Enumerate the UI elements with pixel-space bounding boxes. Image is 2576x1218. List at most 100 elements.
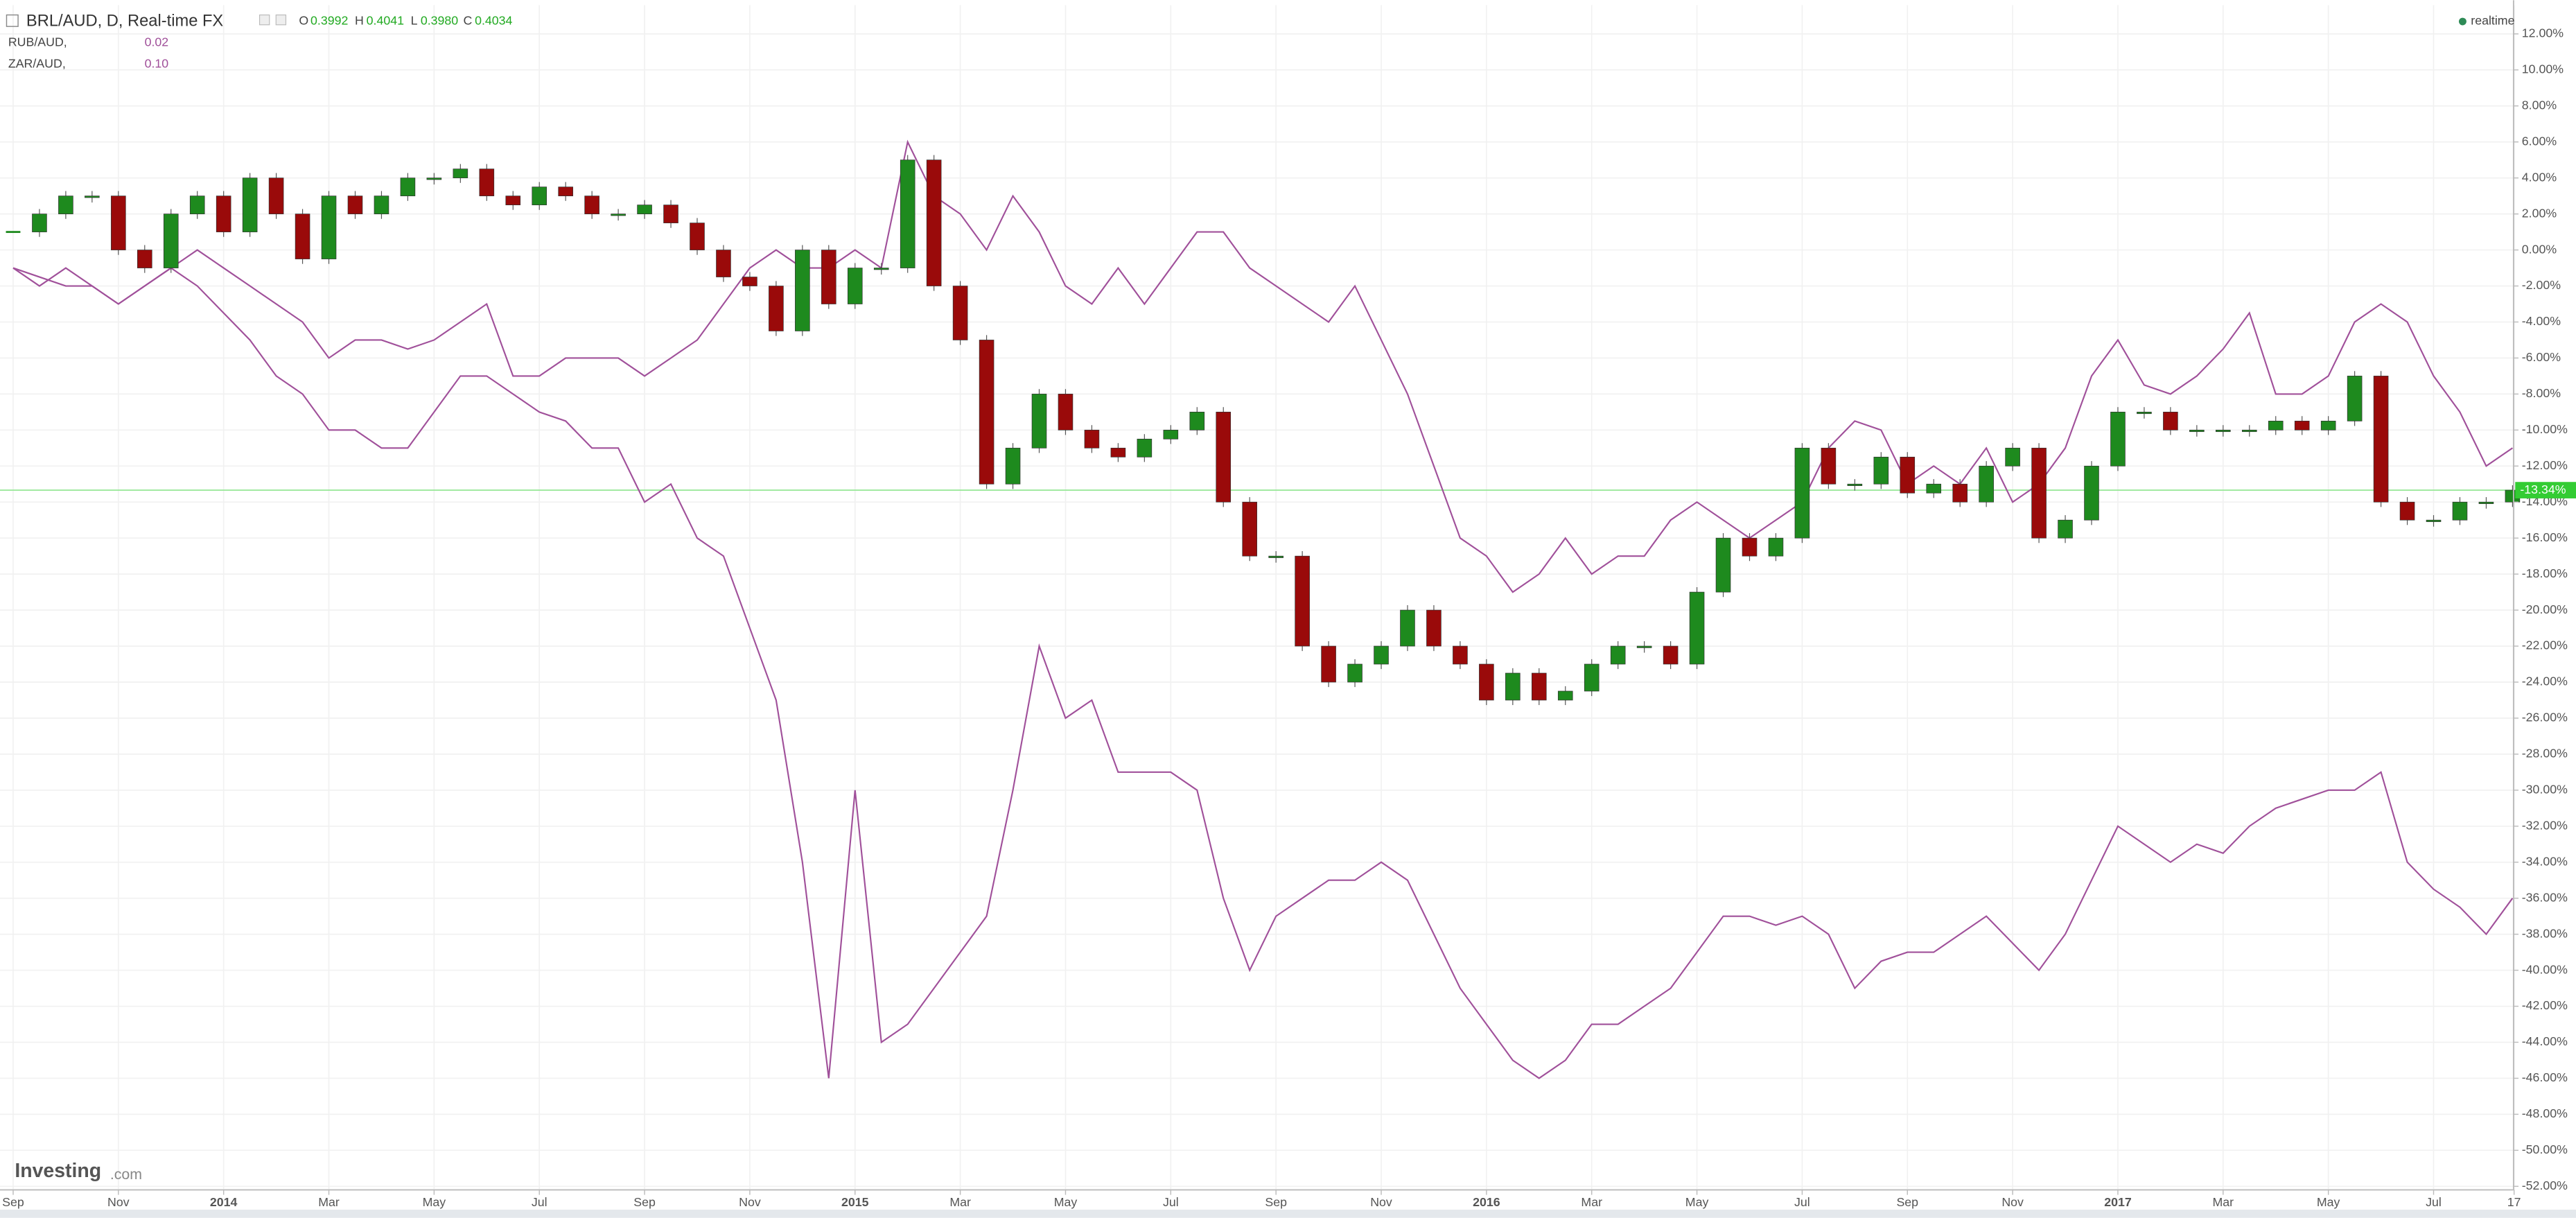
candle-body xyxy=(163,214,179,268)
x-tick-label: Nov xyxy=(107,1195,130,1209)
y-tick-label: -28.00% xyxy=(2522,747,2568,760)
candle-body xyxy=(2347,376,2363,421)
candle-body xyxy=(1347,663,1363,683)
candle-body xyxy=(1084,429,1100,449)
y-tick-label: -46.00% xyxy=(2522,1070,2568,1084)
candle-body xyxy=(2137,412,2152,415)
candle-body xyxy=(6,231,21,234)
candle-body xyxy=(584,195,599,214)
y-tick-label: -32.00% xyxy=(2522,818,2568,832)
x-tick-label: 17 xyxy=(2507,1195,2521,1209)
candle-body xyxy=(295,214,310,259)
x-tick-label: May xyxy=(423,1195,446,1209)
ohlc-label: C xyxy=(463,14,472,28)
candle-body xyxy=(663,205,678,223)
x-tick-label: Nov xyxy=(2001,1195,2024,1209)
candle-body xyxy=(637,205,652,214)
candle-body xyxy=(374,195,389,214)
x-tick-label: Sep xyxy=(633,1195,656,1209)
candle-body xyxy=(1163,429,1179,440)
x-tick-label: 2015 xyxy=(841,1195,869,1209)
y-tick-label: -36.00% xyxy=(2522,890,2568,904)
x-tick-label: Nov xyxy=(1370,1195,1392,1209)
candle-body xyxy=(1873,456,1889,485)
candle-body xyxy=(2399,501,2415,521)
candle-body xyxy=(900,159,915,268)
candle-body xyxy=(1005,447,1021,485)
candle-body xyxy=(558,186,573,197)
candle-body xyxy=(1847,483,1863,486)
plot xyxy=(6,139,2521,1079)
collapse-icon[interactable] xyxy=(6,14,19,27)
candle-body xyxy=(479,168,495,197)
y-tick-label: -2.00% xyxy=(2522,278,2561,292)
candle-body xyxy=(1295,555,1310,647)
y-tick-label: -34.00% xyxy=(2522,854,2568,868)
x-tick-label: Sep xyxy=(2,1195,24,1209)
y-tick-label: 12.00% xyxy=(2522,26,2564,40)
settings-icon[interactable] xyxy=(259,14,270,26)
candle-body xyxy=(1742,537,1758,557)
candle-body xyxy=(1821,447,1837,485)
x-tick-label: Mar xyxy=(949,1195,971,1209)
y-tick-label: -20.00% xyxy=(2522,602,2568,616)
y-tick-label: 2.00% xyxy=(2522,206,2557,220)
y-tick-label: -12.00% xyxy=(2522,458,2568,472)
status-text: realtime xyxy=(2471,14,2514,28)
candle-body xyxy=(1505,672,1521,701)
ohlc-label: H xyxy=(355,14,364,28)
candle-body xyxy=(2320,420,2336,430)
x-tick-label: Sep xyxy=(1265,1195,1287,1209)
y-tick-label: -52.00% xyxy=(2522,1178,2568,1192)
candle-body xyxy=(111,195,126,250)
candle-body xyxy=(2005,447,2020,467)
candle-body xyxy=(2268,420,2284,430)
candle-body xyxy=(1189,412,1205,430)
candle-body xyxy=(821,250,836,304)
candle-body xyxy=(1610,645,1626,665)
candle-body xyxy=(873,268,889,270)
ohlc-value: 0.3980 xyxy=(421,14,458,28)
x-tick-label: Sep xyxy=(1896,1195,1918,1209)
y-tick-label: -44.00% xyxy=(2522,1034,2568,1048)
y-tick-label: -48.00% xyxy=(2522,1106,2568,1120)
y-tick-label: -16.00% xyxy=(2522,530,2568,544)
candle-body xyxy=(1952,483,1968,503)
candle-body xyxy=(2163,412,2178,430)
candle-body xyxy=(795,250,810,331)
candle-body xyxy=(1584,663,1600,692)
legend-name: RUB/AUD, xyxy=(8,35,67,49)
x-tick-label: May xyxy=(1054,1195,1078,1209)
y-tick-label: -18.00% xyxy=(2522,566,2568,580)
candle-body xyxy=(1715,537,1731,593)
y-tick-label: -26.00% xyxy=(2522,711,2568,724)
y-tick-label: -42.00% xyxy=(2522,998,2568,1012)
y-tick-label: 0.00% xyxy=(2522,242,2557,256)
y-tick-label: 4.00% xyxy=(2522,170,2557,184)
status-dot xyxy=(2458,17,2467,26)
last-price-label: -13.34% xyxy=(2520,482,2566,496)
candle-body xyxy=(1663,645,1679,665)
legend-name: ZAR/AUD, xyxy=(8,56,66,70)
series-line xyxy=(12,139,2514,593)
y-tick-label: -50.00% xyxy=(2522,1142,2568,1156)
x-tick-label: 2014 xyxy=(210,1195,238,1209)
candle-body xyxy=(2031,447,2047,539)
chart-title: BRL/AUD, D, Real-time FX xyxy=(26,12,224,30)
x-tick-label: Jul xyxy=(1794,1195,1810,1209)
y-tick-label: -30.00% xyxy=(2522,783,2568,797)
candle-body xyxy=(1058,394,1074,430)
legend-value: 0.10 xyxy=(145,56,169,70)
candle-body xyxy=(189,195,205,214)
candle-body xyxy=(1242,501,1258,557)
hide-icon[interactable] xyxy=(275,14,287,26)
candle-body xyxy=(2216,429,2231,433)
candle-body xyxy=(2189,429,2205,433)
candle-body xyxy=(2241,429,2257,433)
candle-body xyxy=(85,195,100,198)
candle-body xyxy=(32,214,47,232)
candle-body xyxy=(1479,663,1494,701)
